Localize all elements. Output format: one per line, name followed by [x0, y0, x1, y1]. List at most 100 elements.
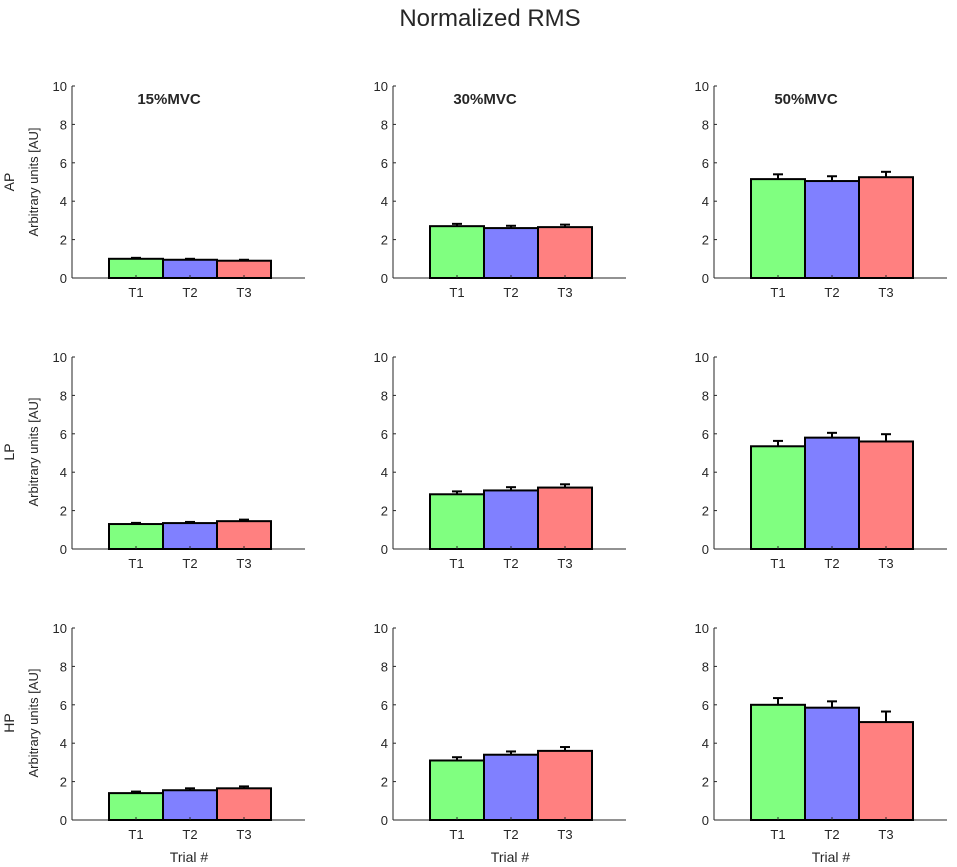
x-tick-label-t3: T3 — [557, 285, 572, 300]
x-tick-label-t1: T1 — [770, 827, 785, 842]
bar-t2 — [162, 789, 218, 821]
y-axis-label-lp: Arbitrary units [AU] — [26, 397, 41, 506]
y-tick-label: 2 — [60, 233, 67, 248]
x-tick-label-t2: T2 — [503, 556, 518, 571]
y-tick-label: 4 — [702, 736, 709, 751]
figure-title: Normalized RMS — [399, 5, 580, 32]
x-tick-label-t3: T3 — [878, 556, 893, 571]
subplot-grid: 0 2 4 6 8 10 T1 T2 T3 0 2 4 6 8 10 T1 T2 T3 0 2 4 6 8 10 T1 T2 T3 0… — [53, 79, 947, 842]
y-tick-label: 8 — [381, 388, 388, 403]
panel-lp-30mvc: 0 2 4 6 8 10 T1 T2 T3 — [374, 350, 626, 571]
y-tick-label: 6 — [381, 156, 388, 171]
bar-t3 — [216, 787, 272, 822]
x-tick-label-t3: T3 — [878, 827, 893, 842]
x-tick-label-t2: T2 — [182, 285, 197, 300]
x-tick-label-t1: T1 — [770, 556, 785, 571]
bar-t2 — [483, 489, 539, 551]
y-tick-label: 4 — [60, 465, 67, 480]
bar-t3 — [537, 226, 593, 279]
y-axis-label-hp: Arbitrary units [AU] — [26, 668, 41, 777]
bar-t1 — [429, 225, 485, 280]
y-tick-label: 6 — [381, 698, 388, 713]
x-tick-label-t2: T2 — [824, 285, 839, 300]
row-label-ap: AP — [1, 173, 17, 192]
bar-t2 — [483, 227, 539, 279]
bar-t2 — [804, 706, 860, 821]
y-tick-label: 4 — [60, 194, 67, 209]
bar-t3 — [216, 520, 272, 550]
y-tick-label: 0 — [381, 542, 388, 557]
y-tick-label: 0 — [60, 271, 67, 286]
y-tick-label: 10 — [374, 79, 388, 94]
bar-t2 — [804, 436, 860, 551]
y-tick-label: 2 — [702, 504, 709, 519]
y-tick-label: 8 — [702, 388, 709, 403]
x-tick-label-t2: T2 — [503, 827, 518, 842]
y-tick-label: 8 — [381, 117, 388, 132]
y-tick-label: 10 — [53, 350, 67, 365]
y-tick-label: 6 — [60, 427, 67, 442]
y-tick-label: 6 — [702, 698, 709, 713]
y-tick-label: 8 — [702, 659, 709, 674]
y-tick-label: 0 — [381, 813, 388, 828]
x-tick-label-t3: T3 — [557, 827, 572, 842]
x-tick-label-t2: T2 — [503, 285, 518, 300]
bar-t2 — [804, 180, 860, 279]
bar-t1 — [429, 493, 485, 550]
x-tick-label-t1: T1 — [449, 556, 464, 571]
y-tick-label: 0 — [60, 813, 67, 828]
y-tick-label: 6 — [60, 698, 67, 713]
y-tick-label: 2 — [381, 504, 388, 519]
x-tick-label-t1: T1 — [449, 827, 464, 842]
bar-t1 — [750, 445, 806, 550]
bar-t3 — [537, 749, 593, 822]
x-tick-label-t2: T2 — [182, 556, 197, 571]
y-tick-label: 0 — [381, 271, 388, 286]
x-tick-label-t1: T1 — [128, 285, 143, 300]
y-tick-label: 2 — [381, 233, 388, 248]
bar-t2 — [162, 522, 218, 551]
y-tick-label: 4 — [702, 465, 709, 480]
x-axis-label-col1: Trial # — [170, 849, 209, 865]
y-tick-label: 10 — [374, 350, 388, 365]
y-tick-label: 6 — [702, 156, 709, 171]
bar-t2 — [483, 753, 539, 821]
x-tick-label-t3: T3 — [236, 556, 251, 571]
bar-t1 — [429, 759, 485, 821]
x-tick-label-t2: T2 — [182, 827, 197, 842]
bar-t1 — [108, 523, 164, 550]
y-tick-label: 4 — [381, 194, 388, 209]
y-tick-label: 8 — [60, 388, 67, 403]
y-tick-label: 8 — [702, 117, 709, 132]
bar-t3 — [858, 721, 914, 822]
x-tick-label-t2: T2 — [824, 827, 839, 842]
x-axis-label-col2: Trial # — [491, 849, 530, 865]
y-tick-label: 0 — [702, 271, 709, 286]
x-tick-label-t3: T3 — [878, 285, 893, 300]
y-tick-label: 0 — [60, 542, 67, 557]
y-tick-label: 10 — [695, 621, 709, 636]
panel-hp-15mvc: 0 2 4 6 8 10 T1 T2 T3 — [53, 621, 305, 842]
x-tick-label-t1: T1 — [449, 285, 464, 300]
row-label-hp: HP — [1, 713, 17, 732]
y-tick-label: 2 — [60, 504, 67, 519]
x-axis-label-col3: Trial # — [812, 849, 851, 865]
y-tick-label: 8 — [60, 117, 67, 132]
panel-ap-15mvc: 0 2 4 6 8 10 T1 T2 T3 — [53, 79, 305, 300]
panel-lp-15mvc: 0 2 4 6 8 10 T1 T2 T3 — [53, 350, 305, 571]
bar-t3 — [537, 486, 593, 550]
panel-hp-50mvc: 0 2 4 6 8 10 T1 T2 T3 — [695, 621, 947, 842]
x-tick-label-t3: T3 — [557, 556, 572, 571]
y-tick-label: 4 — [60, 736, 67, 751]
y-tick-label: 10 — [695, 350, 709, 365]
column-title-30mvc: 30%MVC — [453, 91, 517, 108]
x-tick-label-t2: T2 — [824, 556, 839, 571]
y-tick-label: 10 — [374, 621, 388, 636]
bar-t1 — [750, 178, 806, 279]
y-tick-label: 4 — [381, 736, 388, 751]
y-axis-label-ap: Arbitrary units [AU] — [26, 127, 41, 236]
y-tick-label: 2 — [381, 775, 388, 790]
y-tick-label: 4 — [381, 465, 388, 480]
y-tick-label: 2 — [702, 233, 709, 248]
